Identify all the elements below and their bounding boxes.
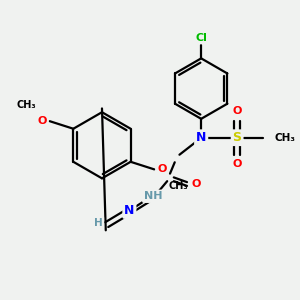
Text: NH: NH bbox=[144, 191, 162, 201]
Text: N: N bbox=[196, 131, 206, 144]
Text: CH₃: CH₃ bbox=[168, 181, 188, 191]
Text: H: H bbox=[94, 218, 103, 228]
Text: N: N bbox=[124, 204, 135, 217]
Text: O: O bbox=[157, 164, 167, 174]
Text: O: O bbox=[232, 106, 242, 116]
Text: O: O bbox=[232, 159, 242, 169]
Text: S: S bbox=[232, 131, 242, 144]
Text: O: O bbox=[192, 179, 201, 189]
Text: CH₃: CH₃ bbox=[275, 133, 296, 143]
Text: CH₃: CH₃ bbox=[16, 100, 36, 110]
Text: Cl: Cl bbox=[195, 33, 207, 43]
Text: O: O bbox=[38, 116, 47, 126]
